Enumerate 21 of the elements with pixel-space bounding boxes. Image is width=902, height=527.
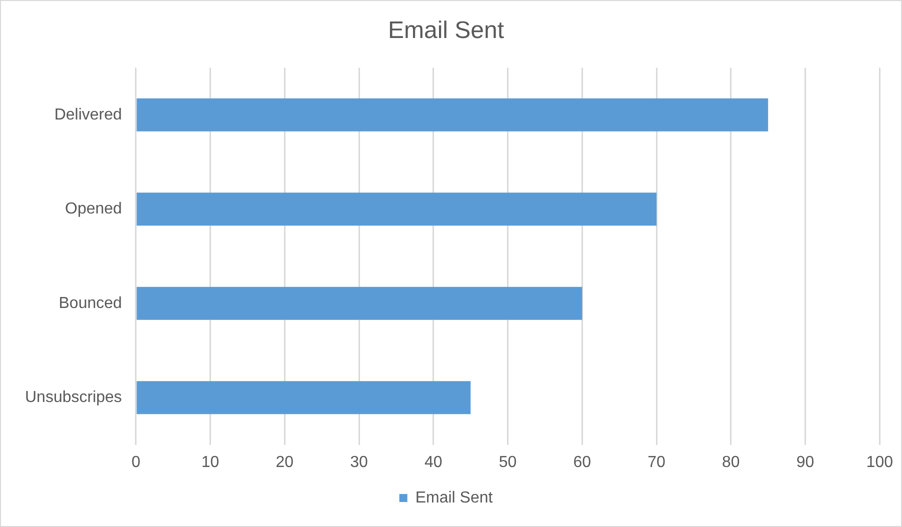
bar [136,192,657,226]
y-tick-label: Unsubscripes [24,389,122,406]
x-tick-label: 50 [498,454,517,471]
x-tick-label: 30 [350,454,368,471]
x-tick-label: 20 [276,454,294,471]
bar [136,381,471,414]
y-tick-label: Opened [64,200,122,218]
x-tick-label: 100 [866,454,894,471]
bar [136,98,768,132]
y-tick-label: Delivered [54,106,122,124]
x-tick-label: 80 [722,454,740,471]
x-tick-label: 90 [796,454,814,471]
x-tick-label: 40 [424,454,442,471]
chart-title: Email Sent [388,17,504,44]
x-tick-label: 70 [648,454,666,471]
x-tick-label: 0 [131,454,140,471]
x-tick-label: 60 [573,454,592,471]
legend-label: Email Sent [415,489,494,506]
y-tick-label: Bounced [58,294,122,312]
bar [136,286,582,320]
x-tick-label: 10 [201,454,220,471]
